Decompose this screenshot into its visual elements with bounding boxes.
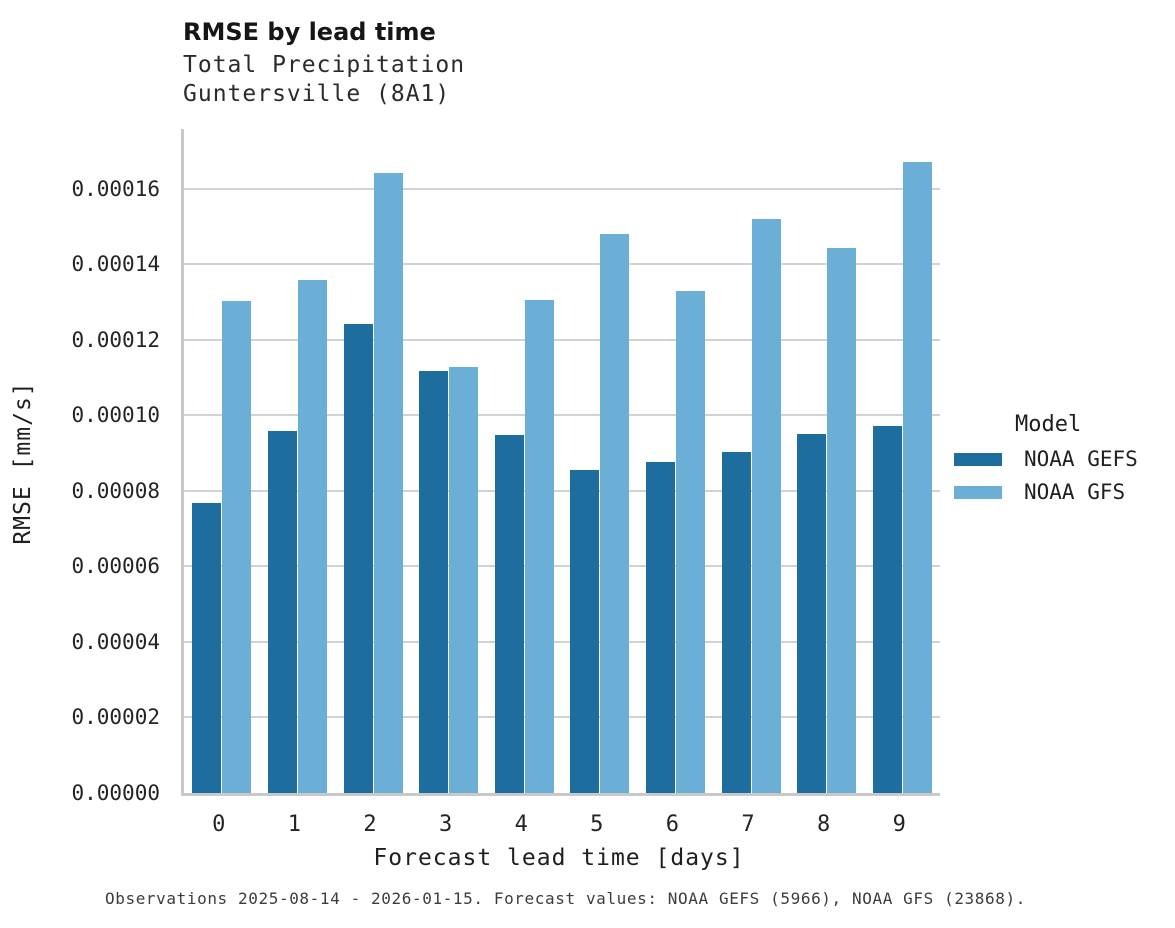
bar-noaa-gefs-day6 xyxy=(645,461,675,793)
x-axis-label: Forecast lead time [days] xyxy=(373,845,745,871)
gridline-0.00016 xyxy=(184,187,940,190)
bar-noaa-gfs-day2 xyxy=(373,173,403,793)
legend: Model NOAA GEFS NOAA GFS xyxy=(954,412,1169,515)
gridline-0.0001 xyxy=(184,414,940,417)
noaa-gefs-swatch-icon xyxy=(954,452,1002,466)
y-tick-label-0.00016: 0.00016 xyxy=(71,176,160,201)
x-tick-label-3: 3 xyxy=(438,812,453,837)
legend-item-noaa-gfs: NOAA GFS xyxy=(954,480,1169,504)
x-tick-label-6: 6 xyxy=(665,812,680,837)
bar-noaa-gefs-day8 xyxy=(797,434,827,793)
bar-noaa-gfs-day1 xyxy=(297,280,327,793)
noaa-gfs-swatch-icon xyxy=(954,485,1002,499)
bar-noaa-gfs-day6 xyxy=(675,291,705,793)
bar-noaa-gefs-day0 xyxy=(192,503,222,793)
y-tick-label-0.00004: 0.00004 xyxy=(71,629,160,654)
bar-noaa-gfs-day9 xyxy=(902,161,932,793)
x-tick-label-7: 7 xyxy=(741,812,755,837)
bar-noaa-gefs-day9 xyxy=(872,425,902,793)
legend-label-noaa-gfs: NOAA GFS xyxy=(1024,480,1126,504)
chart-subtitle-variable: Total Precipitation xyxy=(183,52,466,78)
bar-noaa-gefs-day5 xyxy=(570,470,600,793)
bar-noaa-gfs-day8 xyxy=(827,247,857,793)
x-tick-label-5: 5 xyxy=(590,812,604,837)
y-tick-label-0.00012: 0.00012 xyxy=(71,327,160,352)
y-tick-label-0.00000: 0.00000 xyxy=(71,781,160,805)
bar-noaa-gefs-day7 xyxy=(721,451,751,793)
y-tick-label-0.00008: 0.00008 xyxy=(71,478,160,503)
x-tick-label-4: 4 xyxy=(514,812,528,837)
bar-noaa-gefs-day1 xyxy=(267,431,297,793)
y-tick-label-0.00014: 0.00014 xyxy=(71,252,160,277)
bar-noaa-gefs-day3 xyxy=(419,371,449,793)
bar-noaa-gefs-day4 xyxy=(494,434,524,793)
bar-noaa-gfs-day3 xyxy=(449,366,479,793)
y-tick-label-0.00006: 0.00006 xyxy=(71,554,160,579)
legend-item-noaa-gefs: NOAA GEFS xyxy=(954,447,1169,471)
y-tick-label-0.00002: 0.00002 xyxy=(71,705,160,730)
bar-noaa-gfs-day0 xyxy=(222,300,252,793)
plot-panel xyxy=(181,129,940,796)
chart-subtitle-station: Guntersville (8A1) xyxy=(183,81,451,107)
gridline-0.00004 xyxy=(184,640,940,643)
bar-noaa-gfs-day5 xyxy=(600,234,630,793)
gridline-0.00002 xyxy=(184,716,940,719)
legend-label-noaa-gefs: NOAA GEFS xyxy=(1024,447,1138,471)
bar-noaa-gfs-day7 xyxy=(751,219,781,793)
x-tick-label-9: 9 xyxy=(892,812,906,837)
gridline-0.00014 xyxy=(184,263,940,266)
x-tick-label-8: 8 xyxy=(816,812,831,837)
gridline-0.00006 xyxy=(184,565,940,568)
gridline-0.00008 xyxy=(184,489,940,492)
y-tick-label-0.00010: 0.00010 xyxy=(71,403,160,428)
bar-noaa-gfs-day4 xyxy=(524,299,554,793)
chart-title: RMSE by lead time xyxy=(183,18,436,46)
bar-noaa-gefs-day2 xyxy=(343,323,373,793)
x-tick-label-2: 2 xyxy=(363,812,377,837)
x-tick-label-1: 1 xyxy=(287,812,302,837)
y-axis-label: RMSE [mm/s] xyxy=(10,381,36,545)
footer-caption: Observations 2025-08-14 - 2026-01-15. Fo… xyxy=(105,889,1026,908)
legend-title: Model xyxy=(1015,412,1082,437)
gridline-0.00012 xyxy=(184,338,940,341)
x-tick-label-0: 0 xyxy=(212,812,226,837)
